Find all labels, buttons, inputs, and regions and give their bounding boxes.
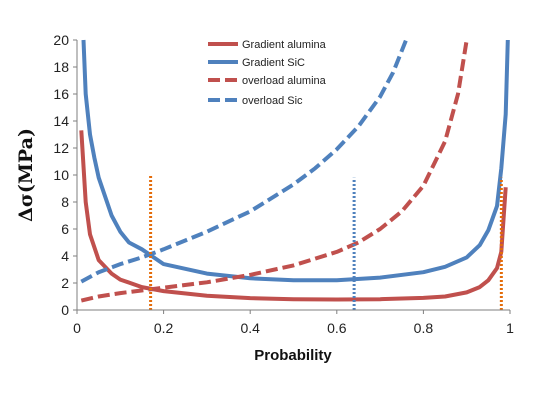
series-line-gradient-alumina [79,130,508,302]
legend: Gradient alumina Gradient SiC overload a… [208,39,327,107]
y-tick-label: 6 [61,221,69,237]
legend-item-gradient-alumina: Gradient alumina [208,39,327,51]
x-tick-label: 0 [73,320,81,336]
x-tick-label: 0.2 [154,320,174,336]
y-tick-label: 20 [53,32,69,48]
legend-label-overload-sic: overload Sic [242,95,303,107]
x-tick-label: 0.4 [240,320,260,336]
series-line-overload-alumina [80,39,469,303]
x-tick-label: 0.6 [327,320,347,336]
legend-item-overload-alumina: overload alumina [208,75,327,87]
legend-label-gradient-alumina: Gradient alumina [242,39,327,51]
series-line-gradient-sic [81,39,510,283]
y-tick-label: 0 [61,302,69,318]
y-tick-label: 14 [53,113,69,129]
y-tick-label: 10 [53,167,69,183]
legend-label-gradient-sic: Gradient SiC [242,57,305,69]
x-tick-label: 0.8 [414,320,434,336]
plot-lines [79,39,510,303]
y-tick-label: 16 [53,86,69,102]
y-tick-label: 12 [53,140,69,156]
y-ticks: 0 2 4 6 8 10 12 14 16 18 20 [53,32,77,318]
reference-lines [149,175,503,310]
legend-item-overload-sic: overload Sic [208,95,303,107]
y-tick-label: 8 [61,194,69,210]
y-tick-label: 18 [53,59,69,75]
y-axis-label: Δσ(MPa) [15,128,37,222]
legend-item-gradient-sic: Gradient SiC [208,57,305,69]
x-tick-label: 1 [506,320,514,336]
series-line-overload-sic [80,39,408,284]
y-tick-label: 4 [61,248,69,264]
x-ticks: 0 0.2 0.4 0.6 0.8 1 [73,310,514,336]
x-axis-label: Probability [254,347,332,364]
legend-label-overload-alumina: overload alumina [242,75,327,87]
y-tick-label: 2 [61,275,69,291]
